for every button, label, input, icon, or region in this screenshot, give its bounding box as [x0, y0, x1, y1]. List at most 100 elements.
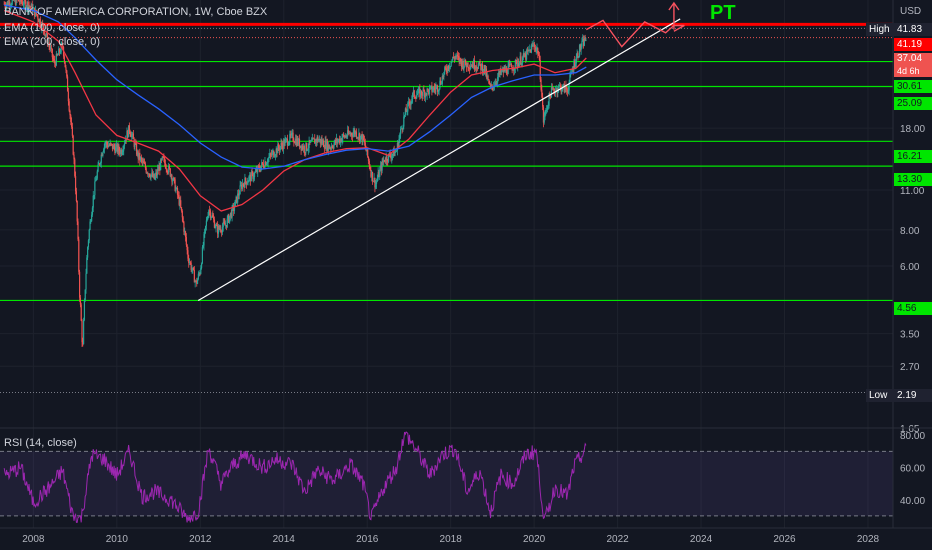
candle-body — [80, 304, 82, 321]
candle-body — [52, 57, 54, 60]
candle-body — [123, 143, 126, 146]
candle-body — [575, 56, 577, 64]
candle-body — [543, 117, 545, 123]
candle-body — [147, 172, 149, 175]
candle-body — [347, 130, 350, 134]
candle-body — [419, 88, 421, 98]
candle-body — [473, 60, 475, 68]
pt-label: PT — [710, 2, 736, 24]
candle-body — [87, 240, 90, 248]
candle-body — [163, 157, 165, 159]
candle-body — [296, 138, 298, 146]
candle-body — [428, 89, 430, 95]
candle-body — [259, 169, 261, 172]
candle-body — [46, 32, 48, 36]
candle-body — [579, 45, 581, 50]
candle-body — [20, 0, 22, 2]
candle-body — [377, 171, 379, 179]
candle-body — [301, 145, 303, 150]
candle-body — [109, 142, 111, 146]
candle-body — [172, 180, 174, 182]
y-tick-label: 6.00 — [900, 262, 920, 273]
candle-body — [282, 140, 285, 150]
candle-body — [298, 138, 300, 145]
candle-body — [394, 151, 396, 157]
candle-body — [115, 146, 117, 153]
candle-body — [248, 176, 250, 182]
candle-body — [238, 194, 240, 196]
candle-body — [228, 214, 230, 223]
candle-body — [490, 84, 492, 87]
candle-body — [174, 179, 176, 192]
x-tick-label: 2014 — [273, 534, 296, 545]
candle-body — [249, 174, 252, 182]
candle-body — [551, 87, 553, 90]
candle-body — [15, 0, 17, 5]
candle-body — [584, 37, 586, 41]
candle-body — [569, 74, 571, 83]
candle-body — [278, 148, 281, 151]
candle-body — [426, 88, 428, 96]
candle-body — [29, 5, 31, 7]
candle-body — [86, 257, 88, 274]
horizontal-levels — [0, 22, 893, 393]
candle-body — [343, 135, 346, 138]
candle-body — [169, 168, 171, 177]
candle-body — [439, 80, 441, 89]
candle-body — [252, 172, 254, 179]
candle-body — [276, 148, 278, 154]
x-tick-label: 2024 — [690, 534, 713, 545]
candle-body — [42, 22, 44, 25]
candle-body — [283, 140, 285, 146]
trendline — [197, 18, 681, 301]
low-value: 2.19 — [894, 389, 932, 402]
candle-body — [119, 150, 121, 154]
candle-body — [227, 214, 229, 219]
candle-body — [168, 165, 171, 169]
candle-body — [385, 156, 387, 162]
candle-body — [210, 217, 212, 218]
candle-body — [499, 69, 501, 75]
candle-body — [553, 88, 555, 92]
candle-body — [461, 60, 463, 68]
candle-body — [128, 125, 130, 131]
candle-body — [78, 239, 80, 272]
price-candles — [3, 0, 587, 347]
candle-body — [444, 67, 447, 69]
candle-body — [116, 144, 118, 152]
candle-body — [194, 280, 196, 283]
candle-body — [506, 73, 508, 75]
candle-body — [485, 68, 488, 78]
candle-body — [471, 64, 473, 67]
candle-body — [580, 46, 582, 50]
candle-body — [240, 184, 242, 186]
candle-body — [469, 66, 472, 69]
candle-body — [383, 159, 385, 162]
grid — [0, 0, 893, 528]
candle-body — [26, 6, 28, 9]
rsi-legend: RSI (14, close) — [4, 437, 77, 449]
candle-body — [302, 146, 305, 150]
candle-body — [226, 218, 228, 228]
candle-body — [438, 88, 440, 92]
candle-body — [517, 63, 520, 67]
candle-body — [184, 231, 187, 238]
candle-body — [60, 43, 62, 53]
candle-body — [380, 165, 382, 171]
candle-body — [445, 68, 447, 71]
x-tick-label: 2010 — [106, 534, 129, 545]
candle-body — [217, 225, 220, 234]
candle-body — [361, 134, 363, 143]
candle-body — [98, 163, 100, 165]
candle-body — [223, 222, 225, 223]
x-tick-label: 2012 — [189, 534, 212, 545]
candle-body — [269, 153, 272, 155]
candle-body — [480, 64, 482, 71]
candle-body — [243, 184, 245, 188]
candle-body — [48, 42, 50, 46]
candle-body — [232, 205, 234, 207]
candle-body — [135, 143, 137, 145]
candle-body — [253, 176, 255, 179]
candle-body — [72, 135, 74, 155]
